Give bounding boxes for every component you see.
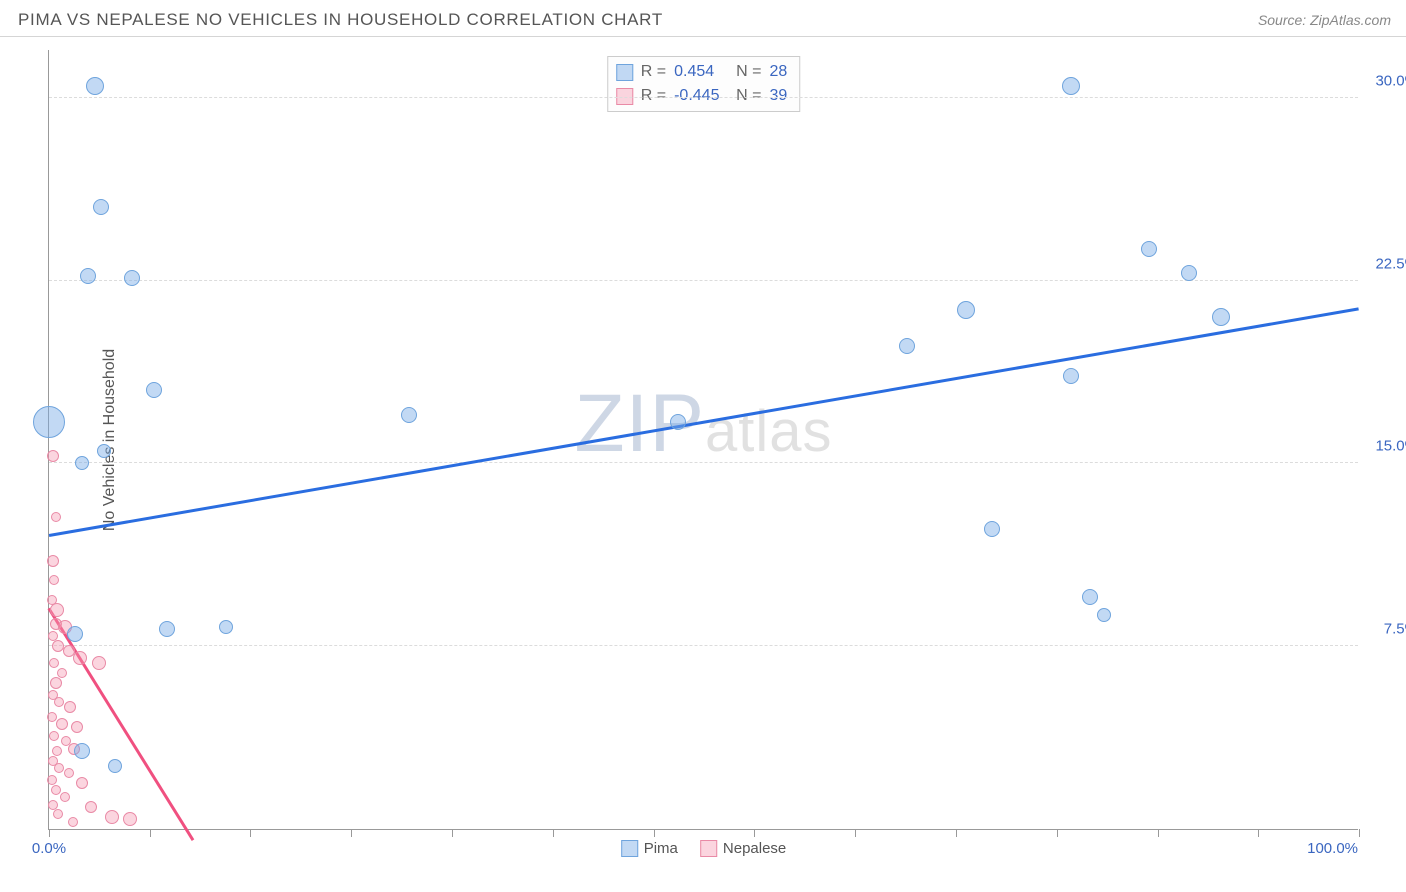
pima-point [1062, 77, 1080, 95]
nepalese-point [48, 800, 58, 810]
gridline [49, 645, 1358, 646]
y-axis-label: No Vehicles in Household [101, 348, 119, 530]
gridline [49, 280, 1358, 281]
x-max-label: 100.0% [1307, 840, 1358, 857]
y-tick-label: 30.0% [1363, 72, 1406, 89]
watermark: ZIPatlas [574, 377, 832, 471]
pima-point [1097, 608, 1111, 622]
pima-point [80, 268, 96, 284]
nepalese-point [105, 810, 119, 824]
nepalese-point [47, 712, 57, 722]
series-legend: Pima Nepalese [621, 840, 787, 857]
chart-container: PIMA VS NEPALESE NO VEHICLES IN HOUSEHOL… [0, 0, 1406, 892]
x-tick [351, 829, 352, 837]
pima-point [75, 456, 89, 470]
x-tick [1258, 829, 1259, 837]
x-tick [553, 829, 554, 837]
pima-point [1063, 368, 1079, 384]
y-tick-label: 7.5% [1363, 621, 1406, 638]
nepalese-point [64, 768, 74, 778]
x-tick [956, 829, 957, 837]
nepalese-point [49, 575, 59, 585]
pima-point [1181, 265, 1197, 281]
plot-area: ZIPatlas No Vehicles in Household R = 0.… [48, 50, 1358, 830]
nepalese-point [64, 701, 76, 713]
pima-point [108, 759, 122, 773]
pima-point [33, 406, 65, 438]
nepalese-point [56, 718, 68, 730]
gridline [49, 97, 1358, 98]
nepalese-point [52, 746, 62, 756]
x-tick [1057, 829, 1058, 837]
pima-point [97, 444, 111, 458]
pima-point [1141, 241, 1157, 257]
trend-line [49, 307, 1359, 536]
nepalese-point [73, 651, 87, 665]
x-tick [150, 829, 151, 837]
pima-point [1082, 589, 1098, 605]
legend-item-pima: Pima [621, 840, 678, 857]
nepalese-point [68, 817, 78, 827]
x-tick [49, 829, 50, 837]
pima-point [670, 414, 686, 430]
nepalese-point [47, 450, 59, 462]
nepalese-point [71, 721, 83, 733]
nepalese-point [85, 801, 97, 813]
nepalese-point [50, 603, 64, 617]
nepalese-point [53, 809, 63, 819]
y-tick-label: 15.0% [1363, 438, 1406, 455]
nepalese-point [50, 677, 62, 689]
pima-point [1212, 308, 1230, 326]
pima-swatch-icon [621, 840, 638, 857]
x-tick [754, 829, 755, 837]
pima-point [74, 743, 90, 759]
x-tick [452, 829, 453, 837]
pima-point [219, 620, 233, 634]
x-tick [1158, 829, 1159, 837]
x-tick [1359, 829, 1360, 837]
chart-source: Source: ZipAtlas.com [1258, 12, 1391, 28]
pima-point [67, 626, 83, 642]
pima-r-value: 0.454 [674, 60, 728, 84]
nepalese-point [76, 777, 88, 789]
pima-point [401, 407, 417, 423]
nepalese-swatch-icon [700, 840, 717, 857]
pima-point [899, 338, 915, 354]
pima-swatch-icon [616, 64, 633, 81]
pima-point [124, 270, 140, 286]
nepalese-point [49, 731, 59, 741]
pima-point [159, 621, 175, 637]
x-min-label: 0.0% [32, 840, 66, 857]
chart-header: PIMA VS NEPALESE NO VEHICLES IN HOUSEHOL… [0, 0, 1406, 37]
pima-point [86, 77, 104, 95]
nepalese-point [51, 785, 61, 795]
x-tick [250, 829, 251, 837]
pima-point [146, 382, 162, 398]
x-tick [654, 829, 655, 837]
legend-item-nepalese: Nepalese [700, 840, 786, 857]
pima-point [957, 301, 975, 319]
nepalese-point [57, 668, 67, 678]
chart-title: PIMA VS NEPALESE NO VEHICLES IN HOUSEHOL… [18, 10, 663, 30]
gridline [49, 462, 1358, 463]
nepalese-point [123, 812, 137, 826]
nepalese-point [51, 512, 61, 522]
pima-point [93, 199, 109, 215]
nepalese-point [47, 555, 59, 567]
nepalese-point [49, 658, 59, 668]
pima-n-value: 28 [769, 60, 787, 84]
correlation-legend: R = 0.454 N = 28 R = -0.445 N = 39 [607, 56, 800, 112]
legend-row-pima: R = 0.454 N = 28 [616, 60, 787, 84]
nepalese-point [47, 775, 57, 785]
pima-point [984, 521, 1000, 537]
y-tick-label: 22.5% [1363, 255, 1406, 272]
nepalese-point [92, 656, 106, 670]
x-tick [855, 829, 856, 837]
nepalese-point [60, 792, 70, 802]
